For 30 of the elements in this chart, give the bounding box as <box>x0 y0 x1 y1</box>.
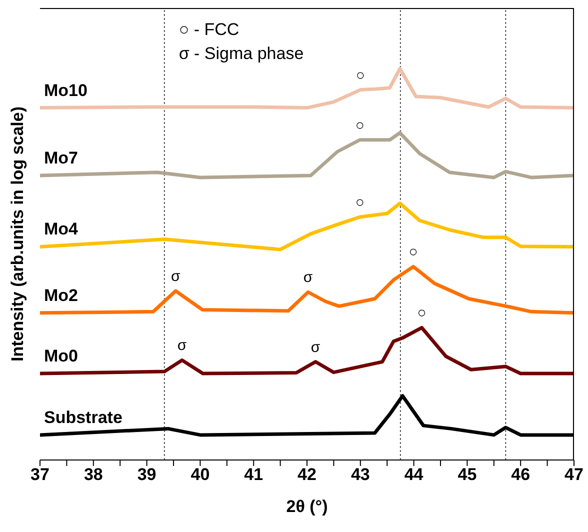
annotation: σ <box>303 269 314 286</box>
series-label: Mo2 <box>44 286 78 305</box>
x-tick-label: 40 <box>190 465 210 484</box>
annotation: ○ <box>417 304 426 322</box>
x-tick-label: 45 <box>458 465 477 484</box>
text: ○ - FCC <box>178 19 240 41</box>
series-label: Mo7 <box>44 148 78 168</box>
annotation: σ <box>171 268 182 285</box>
annotation: ○ <box>355 194 364 211</box>
x-tick-label: 37 <box>30 465 50 484</box>
x-tick-label: 43 <box>350 465 370 484</box>
annotation: σ <box>310 338 321 356</box>
annotation: ○ <box>356 66 365 84</box>
x-tick-label: 42 <box>298 465 316 484</box>
text: σ - Sigma phase <box>178 43 304 65</box>
x-tick-label: 44 <box>404 465 424 484</box>
annotation: ○ <box>408 244 418 261</box>
series-label: Mo0 <box>44 346 78 366</box>
series-label: Substrate <box>44 408 122 427</box>
series-label: Mo10 <box>44 80 88 100</box>
annotation: σ <box>177 337 188 354</box>
x-tick-label: 38 <box>84 465 103 484</box>
y-axis-title: Intensity (arb.units in log scale) <box>7 105 28 364</box>
x-axis-title: 2θ (°) <box>286 497 328 516</box>
x-tick-label: 46 <box>511 465 530 484</box>
x-tick-label: 47 <box>564 465 584 484</box>
x-tick-label: 41 <box>244 465 264 484</box>
x-tick-label: 39 <box>137 465 156 484</box>
annotation: ○ <box>355 116 364 134</box>
series-label: Mo4 <box>44 220 79 239</box>
